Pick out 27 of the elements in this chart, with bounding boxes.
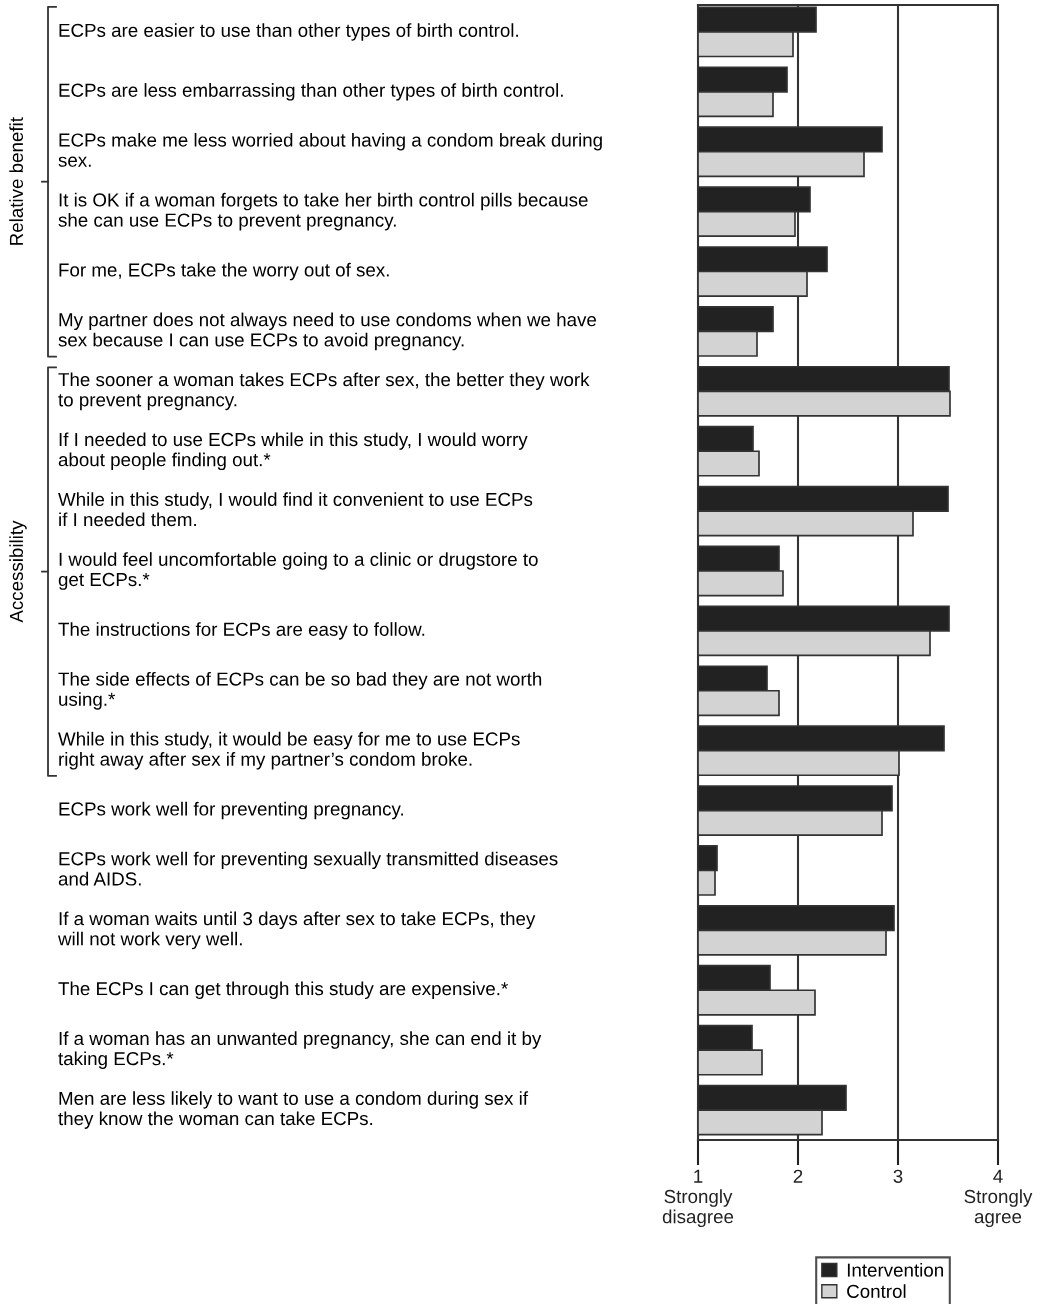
text: Accessibility: [9, 520, 27, 623]
y-tick-label: Men are less likely to want to use a condom during sex if they know the woman can take ECPs.: [58, 1091, 529, 1129]
y-tick-label: While in this study, I would find it convenient to use ECPs if I needed them.: [58, 492, 533, 527]
x-tick-label: 1 Strongly disagree: [662, 1169, 734, 1228]
y-tick-label: The side effects of ECPs can be so bad they are not worth using.*: [58, 671, 542, 710]
y-tick-label: The ECPs I can get through this study are expensive.*: [58, 981, 508, 999]
y-tick-label: For me, ECPs take the worry out of sex.: [59, 262, 389, 281]
x-tick-label: 3: [893, 1169, 903, 1183]
y-tick-label: If a woman waits until 3 days after sex to take ECPs, they will not work very well.: [57, 911, 536, 950]
y-tick-label: My partner does not always need to use condoms when we have sex because I can use ECPs to avoid pregnancy.: [58, 312, 597, 351]
x-tick-label: 2: [793, 1169, 803, 1183]
y-tick-label: If I needed to use ECPs while in this study, I would worry about people finding out.*: [58, 432, 528, 471]
y-tick-label: It is OK if a woman forgets to take her birth control pills because she can use ECPs to prevent pregnancy.: [58, 192, 588, 231]
y-tick-label: ECPs are easier to use than other types of birth control.: [59, 23, 518, 41]
y-tick-label: I would feel uncomfortable going to a clinic or drugstore to get ECPs.*: [58, 552, 538, 590]
y-tick-label: If a woman has an unwanted pregnancy, she can end it by taking ECPs.*: [58, 1031, 542, 1069]
y-tick-label: ECPs work well for preventing sexually transmitted diseases and AIDS.: [58, 851, 558, 886]
y-tick-label: While in this study, it would be easy for me to use ECPs right away after sex if my partner’s condom broke.: [58, 731, 520, 770]
x-tick-label: 4 Strongly agree: [964, 1169, 1033, 1228]
y-tick-label: ECPs work well for preventing pregnancy.: [59, 801, 403, 820]
text: Relative benefit: [9, 117, 24, 245]
legend-label: Intervention: [847, 1263, 943, 1277]
y-tick-label: ECPs make me less worried about having a condom break during sex.: [58, 132, 602, 167]
y-tick-label: The instructions for ECPs are easy to follow.: [58, 622, 425, 640]
y-tick-label: The sooner a woman takes ECPs after sex, the better they work to prevent pregnancy.: [58, 372, 590, 411]
y-tick-label: ECPs are less embarrassing than other types of birth control.: [59, 83, 563, 101]
legend-label: Control: [847, 1284, 906, 1298]
